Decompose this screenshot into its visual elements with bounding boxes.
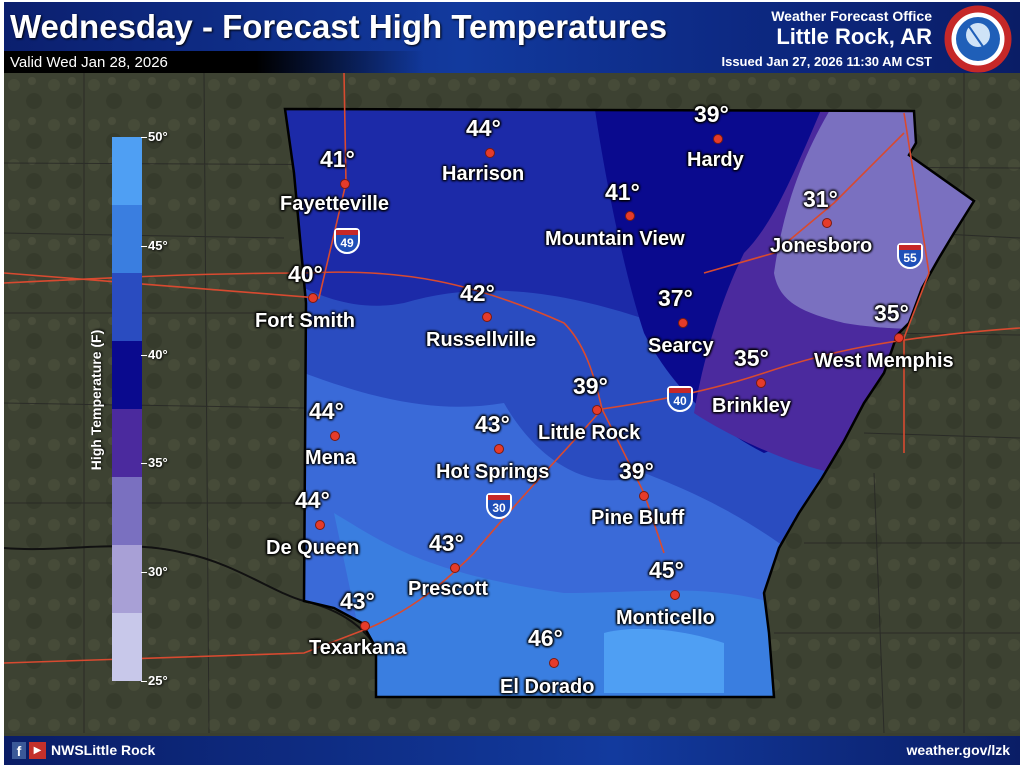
youtube-icon[interactable]: ▶ <box>29 742 46 759</box>
city-temp-russellville: 42° <box>460 280 495 306</box>
city-temp-hardy: 39° <box>694 101 729 127</box>
map: 49 55 40 30 50° 45° 40° 35° 30° 25° High… <box>4 72 1020 734</box>
city-temp-hot-springs: 43° <box>475 411 510 437</box>
city-name-harrison: Harrison <box>442 163 525 185</box>
city-name-searcy: Searcy <box>648 335 714 357</box>
social-handle[interactable]: NWSLittle Rock <box>51 742 156 758</box>
city-dot <box>625 211 635 221</box>
interstate-55-shield: 55 <box>897 243 923 269</box>
forecast-graphic: 49 55 40 30 50° 45° 40° 35° 30° 25° High… <box>4 2 1020 765</box>
city-name-fayetteville: Fayetteville <box>280 193 389 215</box>
red-river <box>4 545 377 649</box>
city-temp-jonesboro: 31° <box>803 186 838 212</box>
office-city: Little Rock, AR <box>776 24 932 49</box>
city-name-el-dorado: El Dorado <box>500 676 595 698</box>
city-name-prescott: Prescott <box>408 578 489 600</box>
city-dot <box>340 179 350 189</box>
city-name-mena: Mena <box>305 447 357 469</box>
legend-band-27-30 <box>112 545 142 613</box>
city-name-monticello: Monticello <box>616 607 715 629</box>
legend-band-40-42 <box>112 273 142 341</box>
legend-tick: 30° <box>141 564 168 579</box>
city-dot <box>670 590 680 600</box>
city-temp-de-queen: 44° <box>295 487 330 513</box>
legend-band-42-45 <box>112 205 142 273</box>
city-dot <box>756 378 766 388</box>
city-dot <box>592 405 602 415</box>
legend-tick: 40° <box>141 347 168 362</box>
city-name-texarkana: Texarkana <box>309 637 407 659</box>
city-name-de-queen: De Queen <box>266 537 360 559</box>
footer-banner: f ▶ NWSLittle Rock weather.gov/lzk <box>4 736 1020 765</box>
city-name-russellville: Russellville <box>426 329 537 351</box>
city-temp-texarkana: 43° <box>340 588 375 614</box>
office-label: Weather Forecast Office <box>771 8 932 24</box>
legend-band-45-50 <box>112 137 142 205</box>
page-title: Wednesday - Forecast High Temperatures <box>10 8 668 45</box>
legend-band-32-35 <box>112 477 142 545</box>
city-dot <box>315 520 325 530</box>
city-dot <box>713 134 723 144</box>
legend-label: High Temperature (F) <box>88 329 104 471</box>
city-temp-little-rock: 39° <box>573 373 608 399</box>
interstate-30-shield: 30 <box>486 493 512 519</box>
city-temp-harrison: 44° <box>466 115 501 141</box>
header-banner: Wednesday - Forecast High Temperatures V… <box>4 2 1020 73</box>
city-name-jonesboro: Jonesboro <box>770 235 873 257</box>
website-link[interactable]: weather.gov/lzk <box>906 742 1010 758</box>
city-temp-west-memphis: 35° <box>874 300 909 326</box>
legend-tick: 35° <box>141 455 168 470</box>
city-temp-brinkley: 35° <box>734 345 769 371</box>
interstate-40-shield: 40 <box>667 386 693 412</box>
city-dot <box>549 658 559 668</box>
legend-tick: 25° <box>141 673 168 688</box>
city-name-hardy: Hardy <box>687 149 744 171</box>
nws-logo-icon <box>944 5 1012 73</box>
city-dot <box>494 444 504 454</box>
city-temp-prescott: 43° <box>429 530 464 556</box>
map-svg <box>4 72 1020 734</box>
city-name-west-memphis: West Memphis <box>814 350 954 372</box>
city-name-fort-smith: Fort Smith <box>255 310 355 332</box>
legend-band-37-40 <box>112 341 142 409</box>
city-temp-el-dorado: 46° <box>528 625 563 651</box>
legend-tick: 45° <box>141 238 168 253</box>
city-name-brinkley: Brinkley <box>712 395 791 417</box>
city-name-hot-springs: Hot Springs <box>436 461 550 483</box>
valid-date: Valid Wed Jan 28, 2026 <box>4 51 424 73</box>
city-dot <box>360 621 370 631</box>
city-dot <box>822 218 832 228</box>
city-dot <box>450 563 460 573</box>
facebook-icon[interactable]: f <box>12 742 26 759</box>
city-dot <box>639 491 649 501</box>
city-dot <box>482 312 492 322</box>
city-dot <box>678 318 688 328</box>
city-temp-mena: 44° <box>309 398 344 424</box>
city-temp-mountain-view: 41° <box>605 179 640 205</box>
city-dot <box>894 333 904 343</box>
legend-band-25-27 <box>112 613 142 681</box>
city-temp-fayetteville: 41° <box>320 146 355 172</box>
issued-time: Issued Jan 27, 2026 11:30 AM CST <box>721 54 932 69</box>
city-temp-searcy: 37° <box>658 285 693 311</box>
legend-tick: 50° <box>141 129 168 144</box>
city-temp-pine-bluff: 39° <box>619 458 654 484</box>
legend-band-35-37 <box>112 409 142 477</box>
legend-colorbar: 50° 45° 40° 35° 30° 25° <box>112 129 168 688</box>
city-dot <box>485 148 495 158</box>
highways <box>4 72 1020 664</box>
city-dot <box>330 431 340 441</box>
city-temp-fort-smith: 40° <box>288 261 323 287</box>
city-name-pine-bluff: Pine Bluff <box>591 507 685 529</box>
city-temp-monticello: 45° <box>649 557 684 583</box>
interstate-49-shield: 49 <box>334 228 360 254</box>
city-name-mountain-view: Mountain View <box>545 228 685 250</box>
city-name-little-rock: Little Rock <box>538 422 641 444</box>
city-dot <box>308 293 318 303</box>
